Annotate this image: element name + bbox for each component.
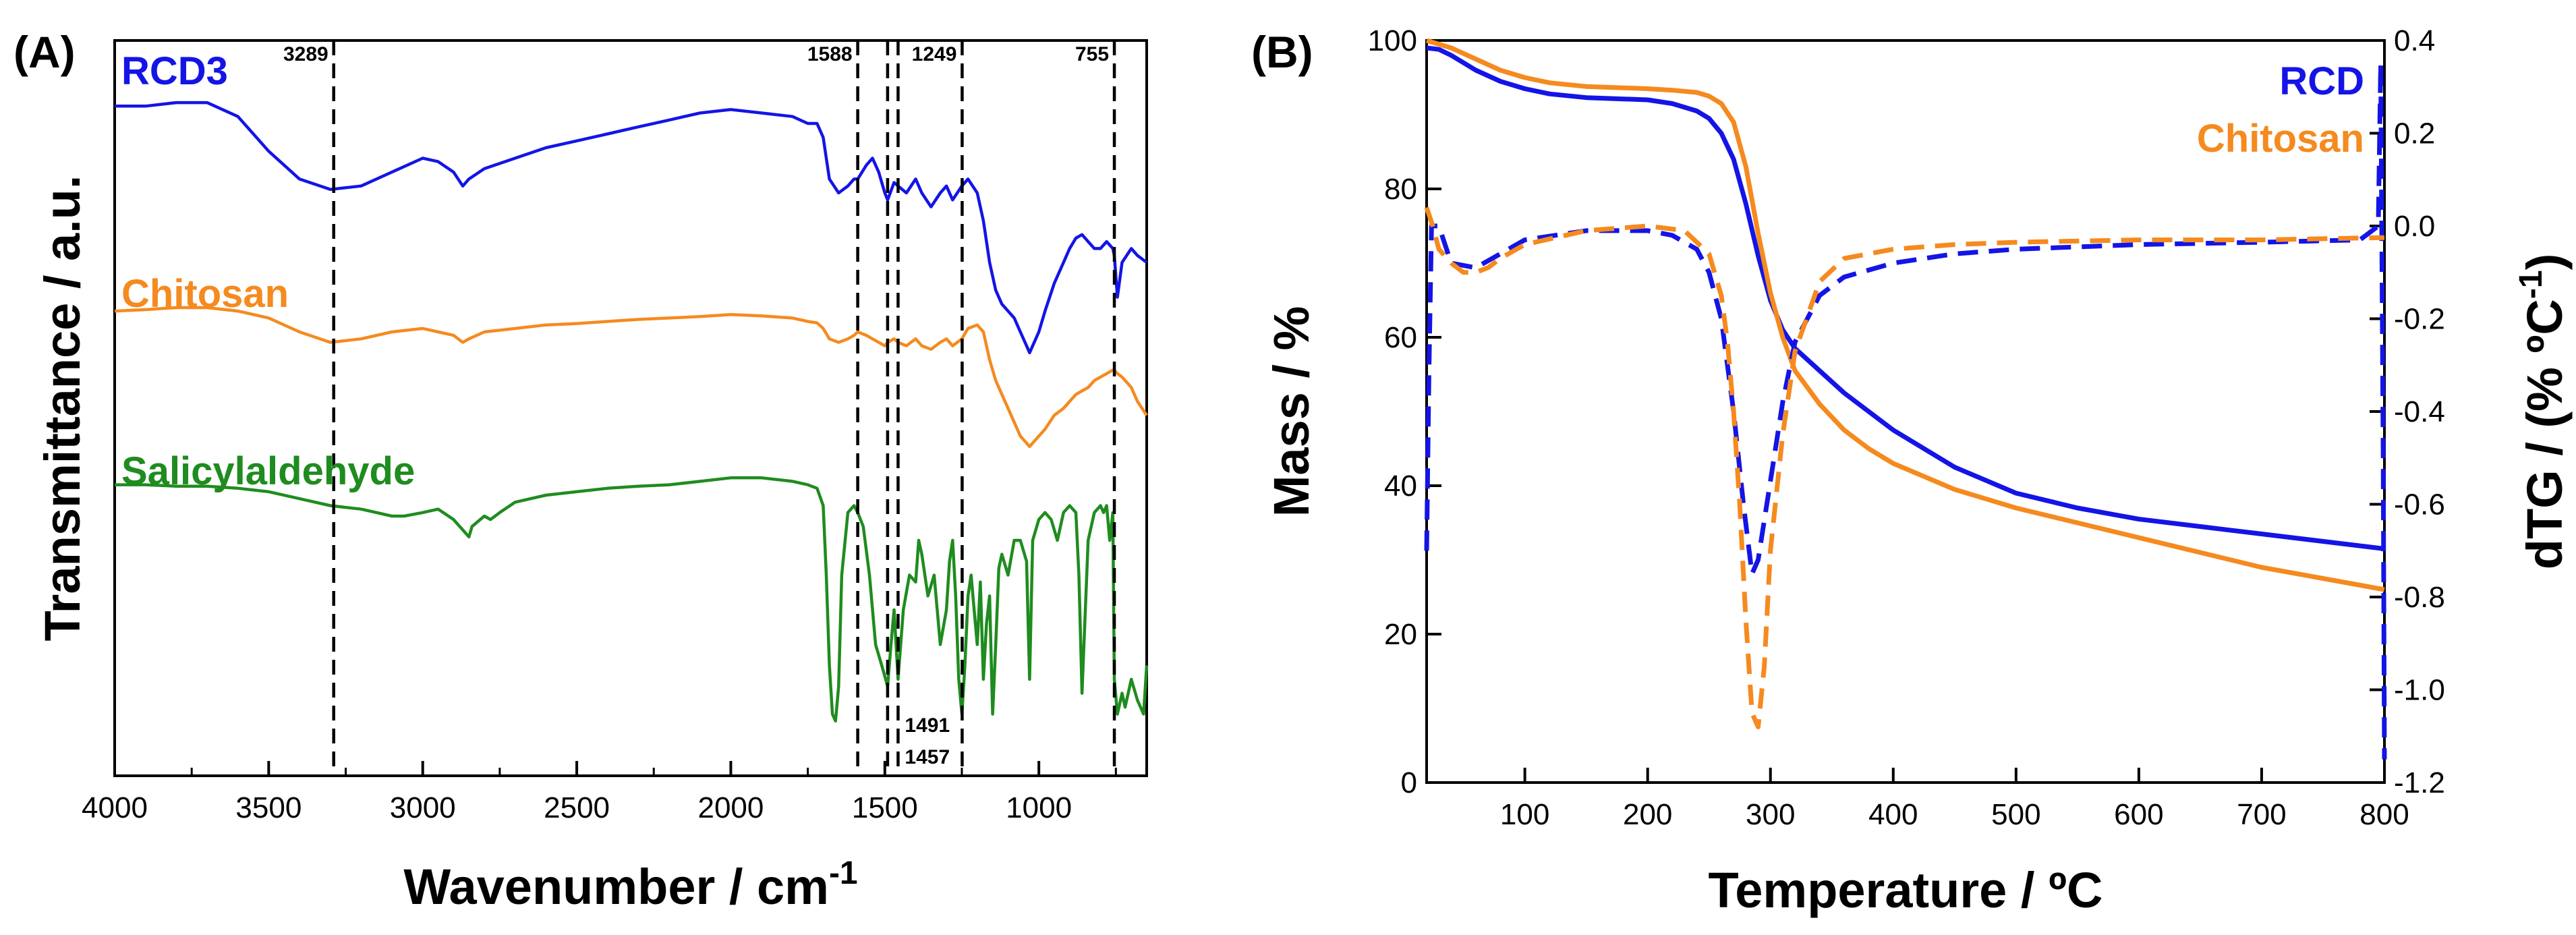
b-ytick-label: 40 (1384, 470, 1417, 503)
b-xtick-label: 400 (1868, 798, 1918, 831)
legend-chitosan: Chitosan (2197, 117, 2364, 161)
panel-a-series-lines (114, 101, 1149, 723)
b-ytick-label: 20 (1384, 618, 1417, 651)
panel-b-tga-chart: 100 200 300 400 500 600 700 800 0 20 40 60 80 100 -1.2… (1251, 24, 2573, 918)
a-peak-label-1457: 1457 (905, 746, 950, 768)
b-xtick-label: 300 (1746, 798, 1795, 831)
b-xtick-label: 800 (2359, 798, 2409, 831)
panel-a-frame (113, 39, 1148, 777)
b-y2tick-label: 0.2 (2394, 117, 2435, 150)
panel-b-label: (B) (1251, 27, 1313, 77)
panel-a-x-axis-label: Wavenumber / cm-1 (403, 855, 857, 915)
b-ytick-label: 60 (1384, 321, 1417, 354)
panel-a-label: (A) (13, 27, 76, 77)
b-y2tick-label: -0.2 (2394, 303, 2445, 336)
b-ytick-label: 100 (1368, 24, 1417, 57)
b-y2tick-label: -0.6 (2394, 488, 2445, 521)
a-xtick-label: 2500 (544, 791, 610, 824)
a-xtick-label: 1500 (852, 791, 918, 824)
b-y2tick-label: -0.4 (2394, 395, 2445, 428)
a-xtick-label: 1000 (1006, 791, 1072, 824)
b-mass-line-rcd (1426, 45, 2385, 551)
series-label-rcd3: RCD3 (121, 49, 228, 93)
panel-b-ticks: 100 200 300 400 500 600 700 800 0 20 40 60 80 100 -1.2… (1368, 24, 2445, 831)
a-peak-label-1491: 1491 (905, 714, 950, 737)
a-series-line-salicylaldehyde (115, 476, 1149, 723)
a-series-line-chitosan (114, 306, 1148, 449)
panel-b-y2-axis-label: dTG / (% ºC-1) (2513, 254, 2573, 569)
b-y2tick-label: -1.0 (2394, 674, 2445, 707)
a-peak-label-1249: 1249 (912, 43, 957, 65)
a-xtick-label: 3000 (390, 791, 456, 824)
series-label-salicylaldehyde: Salicylaldehyde (121, 449, 415, 493)
panel-a-y-axis-label: Transmittance / a.u. (34, 175, 90, 642)
panel-a-peak-labels: 3289 1588 1491 1457 1249 755 (283, 43, 1109, 768)
panel-a-ftir-chart: 4000 3500 3000 2500 2000 1500 1000 3289 1588 149… (13, 27, 1149, 915)
b-xtick-label: 600 (2114, 798, 2163, 831)
b-xtick-label: 100 (1500, 798, 1549, 831)
panel-b-series-lines (1424, 38, 2387, 760)
b-ytick-label: 80 (1384, 173, 1417, 206)
a-series-line-rcd3 (115, 101, 1148, 355)
panel-b-x-axis-label: Temperature / ºC (1709, 862, 2103, 918)
b-dtg-line-chitosan (1424, 206, 2385, 729)
a-xtick-label: 2000 (697, 791, 764, 824)
a-peak-label-3289: 3289 (283, 43, 328, 65)
b-mass-line-chitosan (1425, 38, 2385, 592)
b-y2tick-label: -1.2 (2394, 766, 2445, 799)
legend-rcd: RCD (2279, 59, 2364, 103)
a-xtick-label: 4000 (82, 791, 148, 824)
b-xtick-label: 500 (1991, 798, 2040, 831)
b-xtick-label: 700 (2237, 798, 2286, 831)
a-peak-label-1588: 1588 (807, 43, 853, 65)
b-xtick-label: 200 (1623, 798, 1672, 831)
b-dtg-line-rcd (1424, 61, 2387, 760)
b-ytick-label: 0 (1401, 766, 1417, 799)
a-peak-label-755: 755 (1075, 43, 1109, 65)
a-xtick-label: 3500 (235, 791, 302, 824)
panel-a-x-ticks: 4000 3500 3000 2500 2000 1500 1000 (82, 761, 1117, 824)
panel-b-y-axis-label: Mass / % (1263, 306, 1319, 517)
b-y2tick-label: -0.8 (2394, 581, 2445, 614)
panel-a-peak-lines (332, 40, 1116, 776)
b-y2tick-label: 0.0 (2394, 210, 2435, 243)
b-y2tick-label: 0.4 (2394, 24, 2435, 57)
series-label-chitosan: Chitosan (121, 272, 289, 316)
